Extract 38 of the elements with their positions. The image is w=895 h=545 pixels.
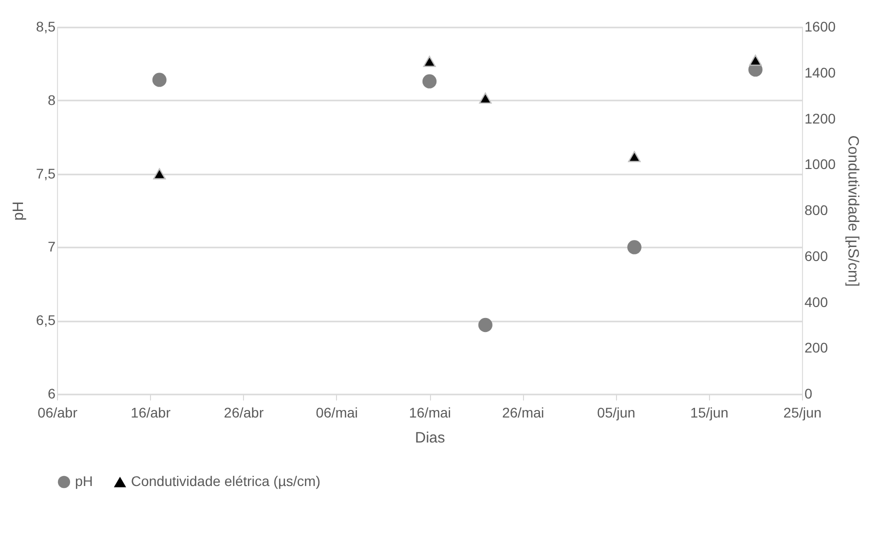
legend-label: pH xyxy=(75,473,93,489)
x-tick-label: 16/mai xyxy=(408,404,452,420)
x-tick-label: 16/abr xyxy=(130,404,171,420)
point xyxy=(627,240,642,254)
y2-axis-title: Condutividade [µS/cm] xyxy=(844,135,862,287)
y2-tick-label: 0 xyxy=(804,386,812,402)
y2-tick-label: 800 xyxy=(804,202,828,218)
x-tick-label: 15/jun xyxy=(690,404,728,420)
y2-tick-label: 200 xyxy=(804,340,828,356)
x-tick-label: 06/abr xyxy=(38,404,78,420)
y2-tick-label: 1400 xyxy=(804,64,836,80)
y-tick-label: 8,5 xyxy=(36,18,56,34)
legend-label: Condutividade elétrica (µs/cm) xyxy=(131,473,320,489)
point xyxy=(423,56,436,67)
y2-tick-label: 1600 xyxy=(804,18,836,34)
point xyxy=(749,54,762,66)
x-tick-label: 26/abr xyxy=(224,404,264,420)
y-tick-label: 7 xyxy=(48,238,56,255)
x-tick-label: 05/jun xyxy=(597,404,636,420)
y2-tick-label: 600 xyxy=(804,248,828,264)
y-tick-label: 6,5 xyxy=(36,312,56,328)
y2-tick-label: 1000 xyxy=(804,156,836,172)
point xyxy=(153,168,166,180)
x-axis-title: Dias xyxy=(414,430,446,446)
x-tick-label: 06/mai xyxy=(316,404,358,420)
y2-tick-label: 1200 xyxy=(804,110,836,126)
x-tick-label: 25/jun xyxy=(783,404,822,420)
y-tick-label: 6 xyxy=(48,386,56,402)
y-axis-title: pH xyxy=(10,201,28,221)
point xyxy=(422,74,437,88)
y-tick-label: 8 xyxy=(48,92,56,108)
y2-tick-label: 400 xyxy=(804,294,828,310)
point xyxy=(478,318,492,332)
point xyxy=(479,92,492,104)
point xyxy=(152,72,167,87)
y-tick-label: 7,5 xyxy=(36,165,56,182)
point xyxy=(628,151,641,162)
x-tick-label: 26/mai xyxy=(502,404,544,420)
